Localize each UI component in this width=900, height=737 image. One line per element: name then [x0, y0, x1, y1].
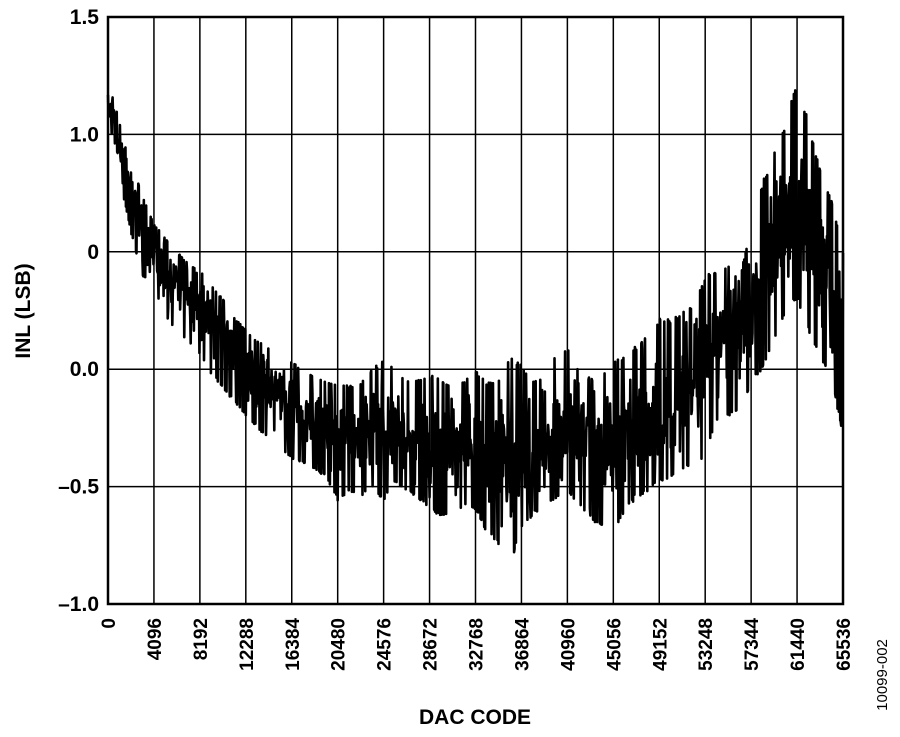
x-tick-label: 36864 [512, 618, 533, 671]
y-tick-label: 0 [87, 241, 99, 264]
y-tick-label: 1.0 [70, 123, 99, 146]
x-tick-label: 57344 [742, 618, 763, 671]
y-tick-label: 0.0 [70, 358, 99, 381]
y-tick-label: –0.5 [58, 476, 99, 499]
x-tick-label: 20480 [329, 618, 350, 671]
x-axis-label: DAC CODE [419, 706, 531, 729]
x-tick-label: 61440 [788, 618, 809, 671]
x-tick-labels: 0 4096 8192 12288 16384 20480 24576 28672 32768 3… [99, 618, 855, 671]
x-tick-label: 28672 [421, 618, 442, 671]
y-tick-label: 1.5 [70, 6, 100, 29]
x-tick-label: 12288 [237, 618, 258, 671]
y-tick-label: –1.0 [58, 593, 99, 616]
x-tick-label: 45056 [604, 618, 625, 671]
x-tick-label: 49152 [650, 618, 671, 671]
x-tick-label: 16384 [283, 618, 304, 671]
x-tick-label: 0 [99, 618, 120, 629]
x-tick-label: 53248 [696, 618, 717, 671]
x-tick-label: 24576 [375, 618, 396, 671]
y-tick-labels: 1.5 1.0 0 0.0 –0.5 –1.0 [58, 6, 99, 616]
x-tick-label: 40960 [558, 618, 579, 671]
x-tick-label: 4096 [145, 618, 166, 660]
y-axis-label: INL (LSB) [12, 263, 35, 358]
figure-id: 10099-002 [874, 639, 891, 711]
x-tick-label: 65536 [834, 618, 855, 671]
plot-frame [106, 15, 845, 606]
x-tick-label: 8192 [191, 618, 212, 660]
inl-series-line [106, 89, 845, 554]
plot-area [106, 89, 845, 554]
x-tick-label: 32768 [467, 618, 488, 671]
